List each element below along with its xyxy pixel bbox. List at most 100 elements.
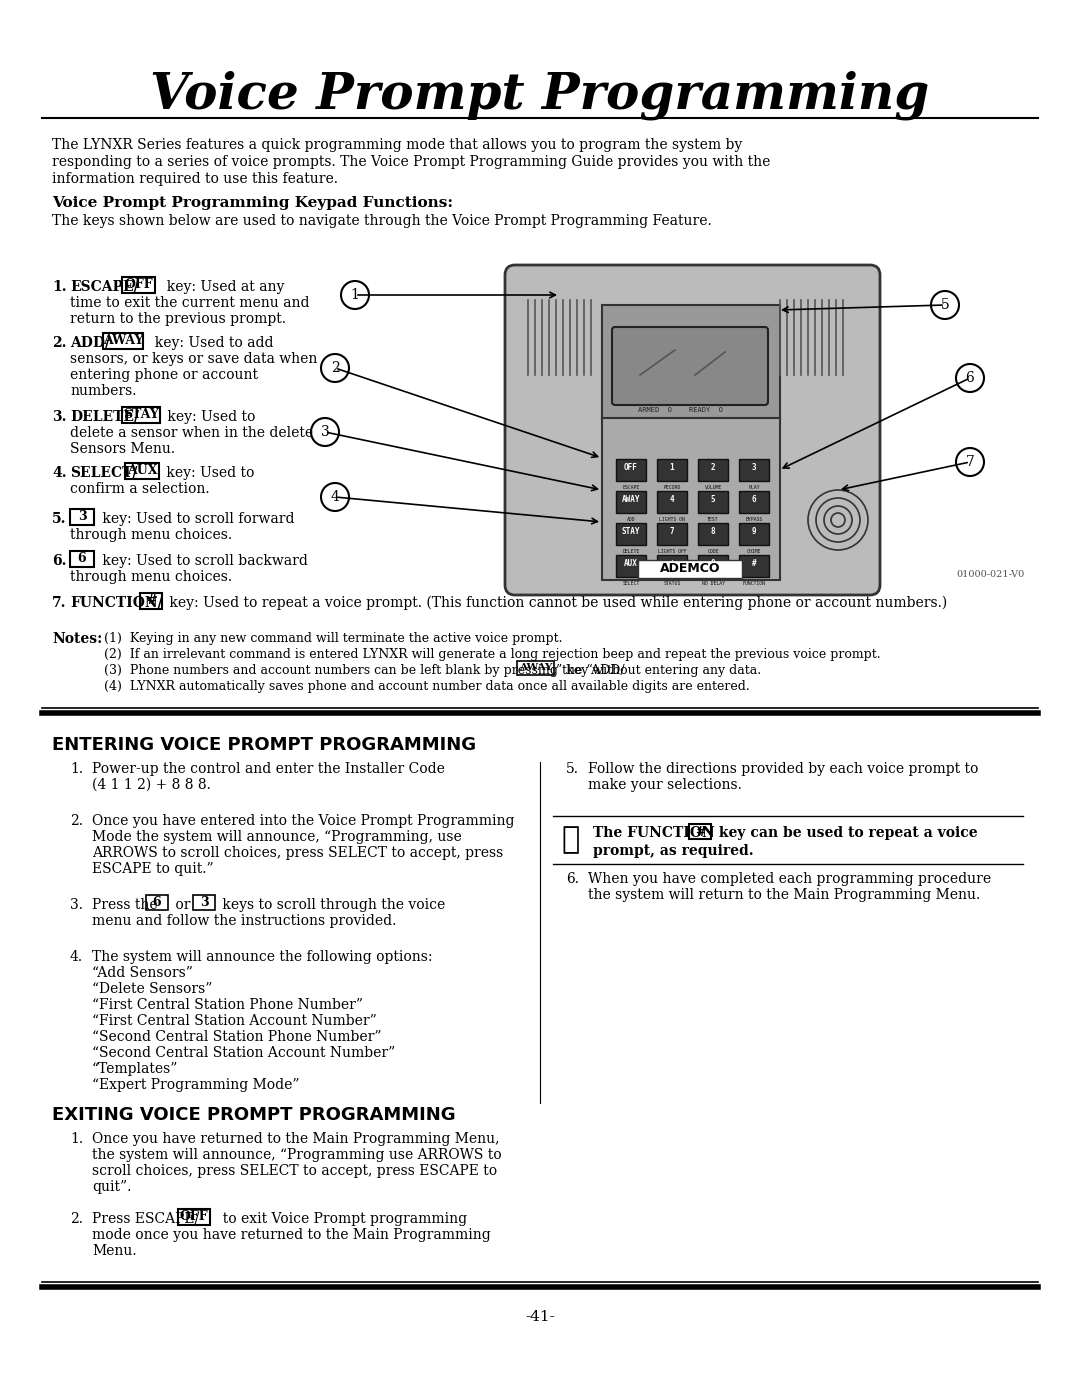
Text: through menu choices.: through menu choices. xyxy=(70,528,232,542)
Text: menu and follow the instructions provided.: menu and follow the instructions provide… xyxy=(92,914,396,928)
Text: 5.: 5. xyxy=(566,761,579,775)
Text: AWAY: AWAY xyxy=(622,496,640,504)
Text: When you have completed each programming procedure: When you have completed each programming… xyxy=(588,872,991,886)
Text: ENTERING VOICE PROMPT PROGRAMMING: ENTERING VOICE PROMPT PROGRAMMING xyxy=(52,736,476,754)
Text: BYPASS: BYPASS xyxy=(745,517,762,522)
Text: Press ESCAPE/: Press ESCAPE/ xyxy=(92,1213,199,1227)
Text: information required to use this feature.: information required to use this feature… xyxy=(52,172,338,186)
Text: The FUNCTION: The FUNCTION xyxy=(593,826,715,840)
Text: SELECT/: SELECT/ xyxy=(70,467,137,481)
Text: OFF: OFF xyxy=(624,464,638,472)
Text: 3: 3 xyxy=(78,510,86,524)
Text: (4 1 1 2) + 8 8 8.: (4 1 1 2) + 8 8 8. xyxy=(92,778,211,792)
Text: 1.: 1. xyxy=(70,761,83,775)
Text: “First Central Station Account Number”: “First Central Station Account Number” xyxy=(92,1014,377,1028)
Text: 6.: 6. xyxy=(52,555,67,569)
Text: the system will announce, “Programming use ARROWS to: the system will announce, “Programming u… xyxy=(92,1148,501,1162)
Text: TEST: TEST xyxy=(707,517,719,522)
Text: #: # xyxy=(694,826,705,838)
Text: 4: 4 xyxy=(670,496,674,504)
Text: Menu.: Menu. xyxy=(92,1243,137,1259)
Text: key: Used to repeat a voice prompt. (This function cannot be used while entering: key: Used to repeat a voice prompt. (Thi… xyxy=(165,597,947,610)
Text: 3: 3 xyxy=(752,464,756,472)
Text: 7.: 7. xyxy=(52,597,67,610)
Text: 4.: 4. xyxy=(52,467,67,481)
Bar xyxy=(739,490,769,513)
Bar xyxy=(103,332,143,349)
Text: key: Used at any: key: Used at any xyxy=(158,279,284,293)
Text: DELETE: DELETE xyxy=(622,549,639,555)
Bar xyxy=(698,555,728,577)
Bar xyxy=(739,460,769,481)
Text: 9: 9 xyxy=(752,528,756,536)
Text: prompt, as required.: prompt, as required. xyxy=(593,844,754,858)
Text: 4: 4 xyxy=(330,490,339,504)
Text: The keys shown below are used to navigate through the Voice Prompt Programming F: The keys shown below are used to navigat… xyxy=(52,214,712,228)
Text: mode once you have returned to the Main Programming: mode once you have returned to the Main … xyxy=(92,1228,490,1242)
Text: Voice Prompt Programming: Voice Prompt Programming xyxy=(150,70,930,120)
Text: PLAY: PLAY xyxy=(748,485,759,490)
Text: Once you have entered into the Voice Prompt Programming: Once you have entered into the Voice Pro… xyxy=(92,814,514,828)
FancyBboxPatch shape xyxy=(505,265,880,595)
Text: The LYNXR Series features a quick programming mode that allows you to program th: The LYNXR Series features a quick progra… xyxy=(52,138,742,152)
Text: 5: 5 xyxy=(711,496,715,504)
Text: FUNCTION: FUNCTION xyxy=(743,581,766,585)
Bar xyxy=(739,522,769,545)
Text: Once you have returned to the Main Programming Menu,: Once you have returned to the Main Progr… xyxy=(92,1132,499,1146)
Text: key: Used to scroll forward: key: Used to scroll forward xyxy=(98,511,295,527)
Text: 2.: 2. xyxy=(70,814,83,828)
Bar xyxy=(657,522,687,545)
Text: 6.: 6. xyxy=(566,872,579,886)
Text: RECORD: RECORD xyxy=(663,485,680,490)
Text: LIGHTS OFF: LIGHTS OFF xyxy=(658,549,687,555)
Text: numbers.: numbers. xyxy=(70,384,136,398)
Text: 3: 3 xyxy=(200,897,208,909)
Text: “Second Central Station Phone Number”: “Second Central Station Phone Number” xyxy=(92,1030,381,1044)
Text: Follow the directions provided by each voice prompt to: Follow the directions provided by each v… xyxy=(588,761,978,775)
Text: 1.: 1. xyxy=(52,279,67,293)
Text: ESCAPE/: ESCAPE/ xyxy=(70,279,138,293)
Bar xyxy=(193,895,215,909)
Text: STAY: STAY xyxy=(622,528,640,536)
Text: “Second Central Station Account Number”: “Second Central Station Account Number” xyxy=(92,1046,395,1060)
Text: keys to scroll through the voice: keys to scroll through the voice xyxy=(218,898,445,912)
Text: ARROWS to scroll choices, press SELECT to accept, press: ARROWS to scroll choices, press SELECT t… xyxy=(92,847,503,861)
Text: 7: 7 xyxy=(670,528,674,536)
Text: #: # xyxy=(146,595,157,608)
Bar xyxy=(70,550,94,567)
Text: or: or xyxy=(171,898,194,912)
Text: 4.: 4. xyxy=(70,950,83,964)
Bar xyxy=(698,490,728,513)
Text: ADD/: ADD/ xyxy=(70,337,110,351)
Text: ESCAPE to quit.”: ESCAPE to quit.” xyxy=(92,862,214,876)
Text: ADD: ADD xyxy=(626,517,635,522)
Bar xyxy=(689,824,711,840)
Text: CODE: CODE xyxy=(707,549,719,555)
Text: EXITING VOICE PROMPT PROGRAMMING: EXITING VOICE PROMPT PROGRAMMING xyxy=(52,1106,456,1125)
Text: (3)  Phone numbers and account numbers can be left blank by pressing the “ADD/: (3) Phone numbers and account numbers ca… xyxy=(104,664,624,678)
Text: 6: 6 xyxy=(752,496,756,504)
Text: -41-: -41- xyxy=(525,1310,555,1324)
Text: sensors, or keys or save data when: sensors, or keys or save data when xyxy=(70,352,318,366)
Text: confirm a selection.: confirm a selection. xyxy=(70,482,210,496)
Bar xyxy=(602,305,780,420)
FancyBboxPatch shape xyxy=(612,327,768,405)
Text: 3.: 3. xyxy=(52,409,67,425)
Text: SELECT: SELECT xyxy=(622,581,639,585)
Bar xyxy=(616,555,646,577)
Text: (4)  LYNXR automatically saves phone and account number data once all available : (4) LYNXR automatically saves phone and … xyxy=(104,680,750,693)
Text: ARMED  O    READY  O: ARMED O READY O xyxy=(637,407,723,414)
Text: 6: 6 xyxy=(966,372,974,386)
Text: “Add Sensors”: “Add Sensors” xyxy=(92,965,193,981)
Text: “Expert Programming Mode”: “Expert Programming Mode” xyxy=(92,1078,299,1092)
Text: #: # xyxy=(752,560,756,569)
Text: Sensors Menu.: Sensors Menu. xyxy=(70,441,175,455)
Text: OFF: OFF xyxy=(124,278,152,292)
Text: “Delete Sensors”: “Delete Sensors” xyxy=(92,982,213,996)
Text: STATUS: STATUS xyxy=(663,581,680,585)
Text: 01000-021-V0: 01000-021-V0 xyxy=(957,570,1025,578)
Text: 3: 3 xyxy=(321,425,329,439)
Text: Mode the system will announce, “Programming, use: Mode the system will announce, “Programm… xyxy=(92,830,462,844)
Text: 7: 7 xyxy=(966,455,974,469)
Text: ” key without entering any data.: ” key without entering any data. xyxy=(556,664,761,678)
